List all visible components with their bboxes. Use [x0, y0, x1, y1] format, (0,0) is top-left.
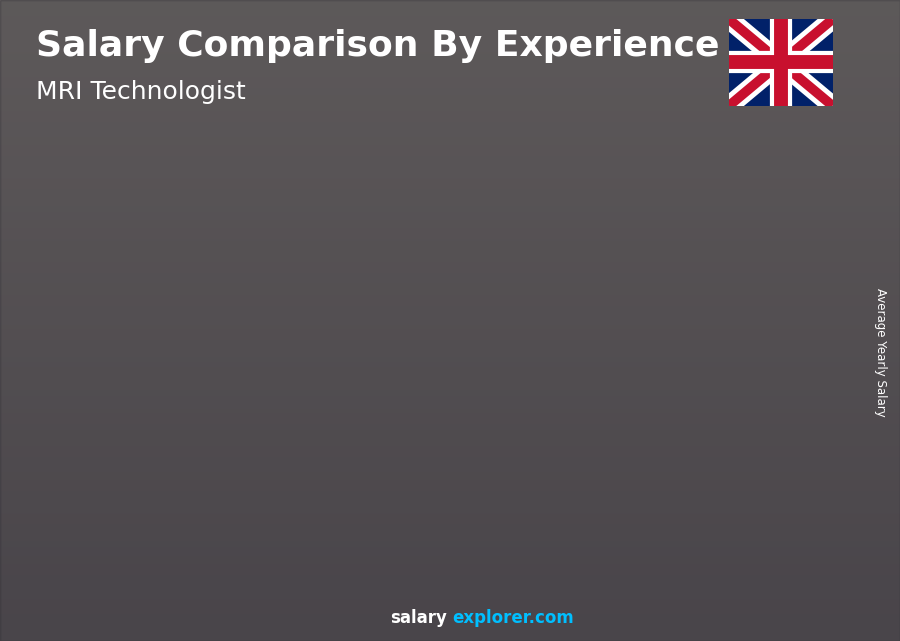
- Text: Salary Comparison By Experience: Salary Comparison By Experience: [36, 29, 719, 63]
- Bar: [85, 424, 95, 431]
- Text: MRI Technologist: MRI Technologist: [36, 80, 246, 104]
- Bar: [603, 222, 608, 574]
- Text: salary: salary: [391, 609, 447, 627]
- Bar: [603, 222, 672, 231]
- Text: 56,200 GBP: 56,200 GBP: [332, 288, 413, 301]
- Bar: [471, 253, 540, 574]
- Bar: [350, 312, 360, 325]
- Bar: [338, 308, 344, 574]
- Bar: [736, 204, 742, 574]
- Bar: [736, 204, 805, 574]
- Text: +21%: +21%: [405, 179, 472, 199]
- Text: +34%: +34%: [140, 287, 207, 307]
- Bar: [205, 370, 211, 574]
- Text: +30%: +30%: [273, 230, 340, 250]
- Text: 32,200 GBP: 32,200 GBP: [67, 401, 148, 415]
- Text: 68,000 GBP: 68,000 GBP: [464, 232, 545, 246]
- Text: explorer.com: explorer.com: [453, 609, 574, 627]
- Text: Average Yearly Salary: Average Yearly Salary: [874, 288, 886, 417]
- Bar: [603, 222, 672, 574]
- Bar: [338, 308, 407, 574]
- Text: 43,200 GBP: 43,200 GBP: [199, 349, 281, 363]
- Bar: [205, 370, 274, 375]
- Bar: [748, 209, 759, 228]
- Bar: [73, 422, 141, 574]
- Text: +5%: +5%: [678, 140, 731, 160]
- Bar: [471, 253, 476, 574]
- Text: +9%: +9%: [544, 153, 598, 173]
- Bar: [736, 204, 805, 213]
- Bar: [616, 227, 625, 244]
- Bar: [217, 372, 228, 383]
- Bar: [471, 253, 540, 260]
- Bar: [338, 308, 407, 315]
- Bar: [482, 256, 493, 272]
- Bar: [205, 370, 274, 574]
- Bar: [73, 422, 78, 574]
- Bar: [73, 422, 141, 426]
- Text: 78,200 GBP: 78,200 GBP: [730, 183, 811, 197]
- Text: 74,400 GBP: 74,400 GBP: [597, 201, 679, 215]
